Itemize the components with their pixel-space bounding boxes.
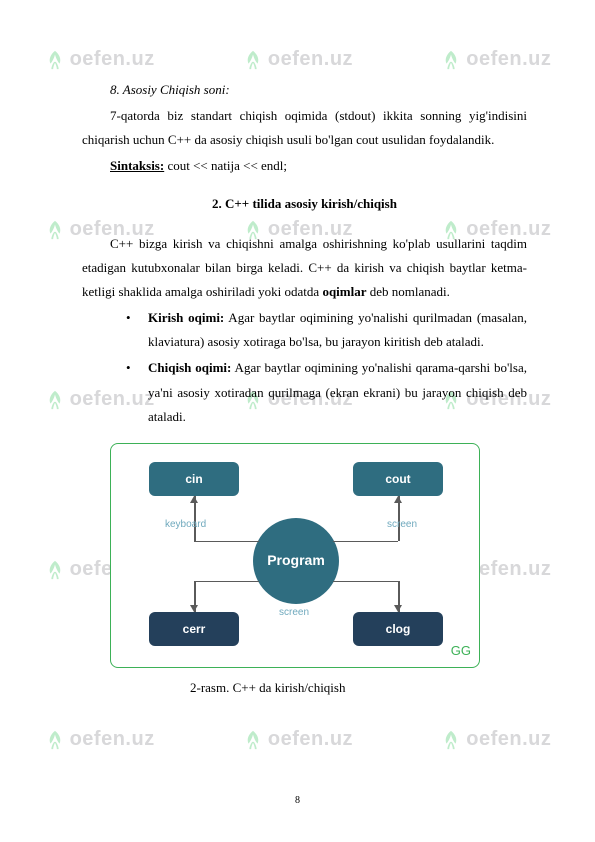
para2-tail: deb nomlanadi. [367, 284, 450, 299]
edge-label: keyboard [165, 516, 206, 535]
para2-text: C++ bizga kirish va chiqishni amalga osh… [82, 236, 527, 299]
para2-bold: oqimlar [322, 284, 366, 299]
diagram-node-clog: clog [353, 612, 443, 646]
list-item: Kirish oqimi: Agar baytlar oqimining yo'… [126, 306, 527, 354]
bullet2-head: Chiqish oqimi: [148, 360, 231, 375]
syntax-label: Sintaksis: [110, 158, 164, 173]
diagram-node-cin: cin [149, 462, 239, 496]
page-content: 8. Asosiy Chiqish soni: 7-qatorda biz st… [0, 0, 595, 842]
syntax-line: Sintaksis: cout << natija << endl; [82, 154, 527, 178]
bullet1-head: Kirish oqimi: [148, 310, 224, 325]
syntax-code: cout << natija << endl; [164, 158, 287, 173]
section-title: 2. C++ tilida asosiy kirish/chiqish [82, 192, 527, 216]
italic-heading: 8. Asosiy Chiqish soni: [82, 78, 527, 102]
edge-label: screen [387, 516, 417, 535]
diagram-node-cout: cout [353, 462, 443, 496]
io-diagram: cin cout Program cerr clog keyboard screen scre… [110, 443, 480, 668]
edge-label: screen [279, 604, 309, 623]
diagram-node-prog: Program [253, 518, 339, 604]
list-item: Chiqish oqimi: Agar baytlar oqimining yo… [126, 356, 527, 428]
paragraph-2: C++ bizga kirish va chiqishni amalga osh… [82, 232, 527, 304]
figure-caption: 2-rasm. C++ da kirish/chiqish [82, 676, 527, 700]
paragraph-1: 7-qatorda biz standart chiqish oqimida (… [82, 104, 527, 152]
diagram-node-cerr: cerr [149, 612, 239, 646]
diagram-watermark: GG [451, 639, 471, 663]
diagram-container: cin cout Program cerr clog keyboard screen scre… [110, 443, 527, 668]
bullet-list: Kirish oqimi: Agar baytlar oqimining yo'… [82, 306, 527, 428]
